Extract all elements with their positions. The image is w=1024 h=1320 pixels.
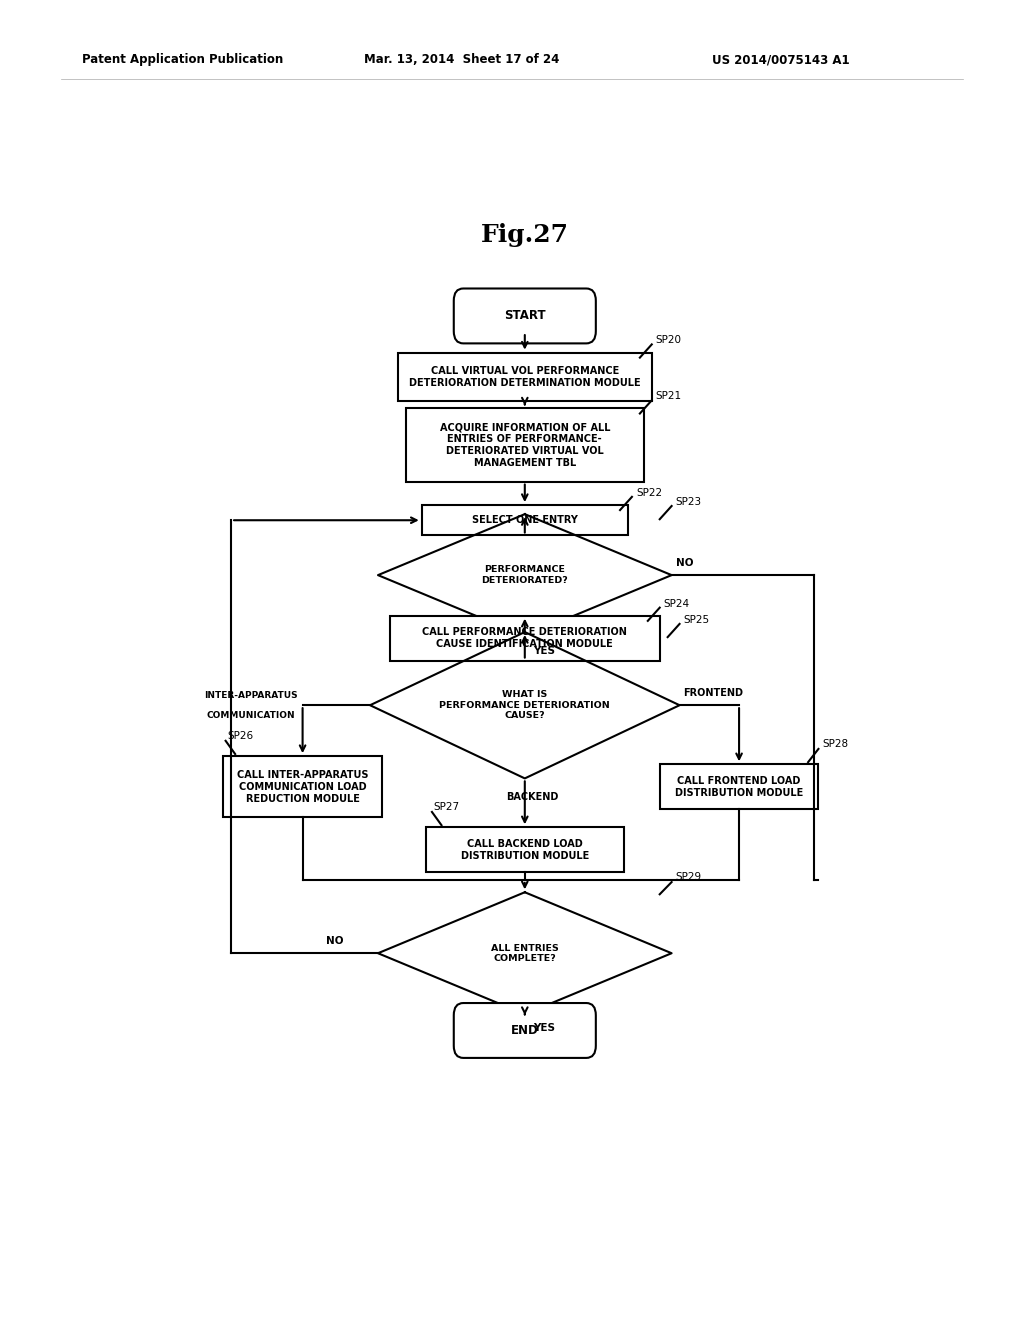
Text: SP25: SP25 (684, 615, 710, 624)
Bar (426, 828, 624, 873)
Text: CALL BACKEND LOAD
DISTRIBUTION MODULE: CALL BACKEND LOAD DISTRIBUTION MODULE (461, 838, 589, 861)
Text: START: START (504, 309, 546, 322)
Text: Fig.27: Fig.27 (481, 223, 568, 247)
Text: SP20: SP20 (655, 335, 682, 346)
Text: PERFORMANCE
DETERIORATED?: PERFORMANCE DETERIORATED? (481, 565, 568, 585)
FancyBboxPatch shape (454, 1003, 596, 1057)
Text: FRONTEND: FRONTEND (684, 688, 743, 698)
Text: YES: YES (532, 647, 555, 656)
Text: CALL FRONTEND LOAD
DISTRIBUTION MODULE: CALL FRONTEND LOAD DISTRIBUTION MODULE (675, 776, 803, 797)
Bar (390, 615, 659, 660)
Text: INTER-APPARATUS: INTER-APPARATUS (204, 690, 298, 700)
Text: ACQUIRE INFORMATION OF ALL
ENTRIES OF PERFORMANCE-
DETERIORATED VIRTUAL VOL
MANA: ACQUIRE INFORMATION OF ALL ENTRIES OF PE… (439, 422, 610, 469)
Text: Mar. 13, 2014  Sheet 17 of 24: Mar. 13, 2014 Sheet 17 of 24 (364, 53, 559, 66)
Text: SELECT ONE ENTRY: SELECT ONE ENTRY (472, 515, 578, 525)
Bar (223, 756, 382, 817)
Text: YES: YES (532, 1023, 555, 1034)
Text: NO: NO (327, 936, 344, 946)
Text: CALL VIRTUAL VOL PERFORMANCE
DETERIORATION DETERMINATION MODULE: CALL VIRTUAL VOL PERFORMANCE DETERIORATI… (409, 366, 641, 388)
Text: SP26: SP26 (227, 731, 253, 741)
Polygon shape (370, 632, 680, 779)
Text: Patent Application Publication: Patent Application Publication (82, 53, 284, 66)
Bar (659, 764, 818, 809)
Text: BACKEND: BACKEND (507, 792, 559, 801)
Polygon shape (378, 515, 672, 636)
Text: SP23: SP23 (676, 496, 701, 507)
Text: ALL ENTRIES
COMPLETE?: ALL ENTRIES COMPLETE? (490, 944, 559, 962)
Bar (406, 408, 644, 482)
Text: SP29: SP29 (676, 873, 701, 882)
Text: SP24: SP24 (664, 598, 690, 609)
Text: US 2014/0075143 A1: US 2014/0075143 A1 (712, 53, 849, 66)
Bar (397, 352, 651, 401)
Bar (422, 506, 628, 536)
Text: COMMUNICATION: COMMUNICATION (207, 711, 295, 719)
FancyBboxPatch shape (454, 289, 596, 343)
Text: SP21: SP21 (655, 391, 682, 401)
Text: SP22: SP22 (636, 488, 663, 498)
Text: WHAT IS
PERFORMANCE DETERIORATION
CAUSE?: WHAT IS PERFORMANCE DETERIORATION CAUSE? (439, 690, 610, 721)
Text: SP28: SP28 (822, 739, 849, 748)
Text: END: END (511, 1024, 539, 1038)
Polygon shape (378, 892, 672, 1014)
Text: CALL PERFORMANCE DETERIORATION
CAUSE IDENTIFICATION MODULE: CALL PERFORMANCE DETERIORATION CAUSE IDE… (422, 627, 628, 649)
Text: SP27: SP27 (433, 801, 460, 812)
Text: NO: NO (676, 558, 693, 568)
Text: CALL INTER-APPARATUS
COMMUNICATION LOAD
REDUCTION MODULE: CALL INTER-APPARATUS COMMUNICATION LOAD … (237, 770, 369, 804)
